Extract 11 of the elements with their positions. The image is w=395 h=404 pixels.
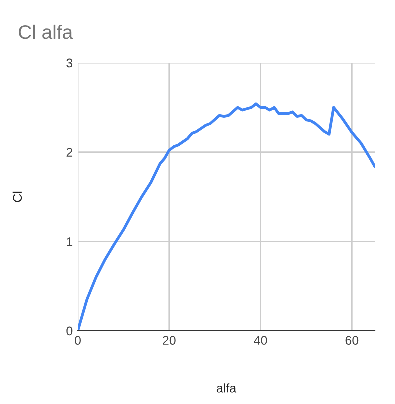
y-tick-label: 0 — [66, 326, 73, 336]
y-tick-label: 2 — [66, 148, 73, 157]
x-tick-label: 20 — [163, 336, 176, 346]
y-tick-label: 1 — [67, 238, 73, 246]
x-tick-label: 60 — [346, 336, 359, 346]
x-tick-label: 40 — [254, 336, 268, 346]
y-tick-label: 3 — [66, 58, 73, 68]
y-axis-title: Cl — [12, 192, 22, 202]
x-axis-title: alfa — [216, 384, 237, 393]
x-tick-label: 0 — [75, 336, 81, 346]
chart-title: Cl alfa — [18, 24, 74, 40]
